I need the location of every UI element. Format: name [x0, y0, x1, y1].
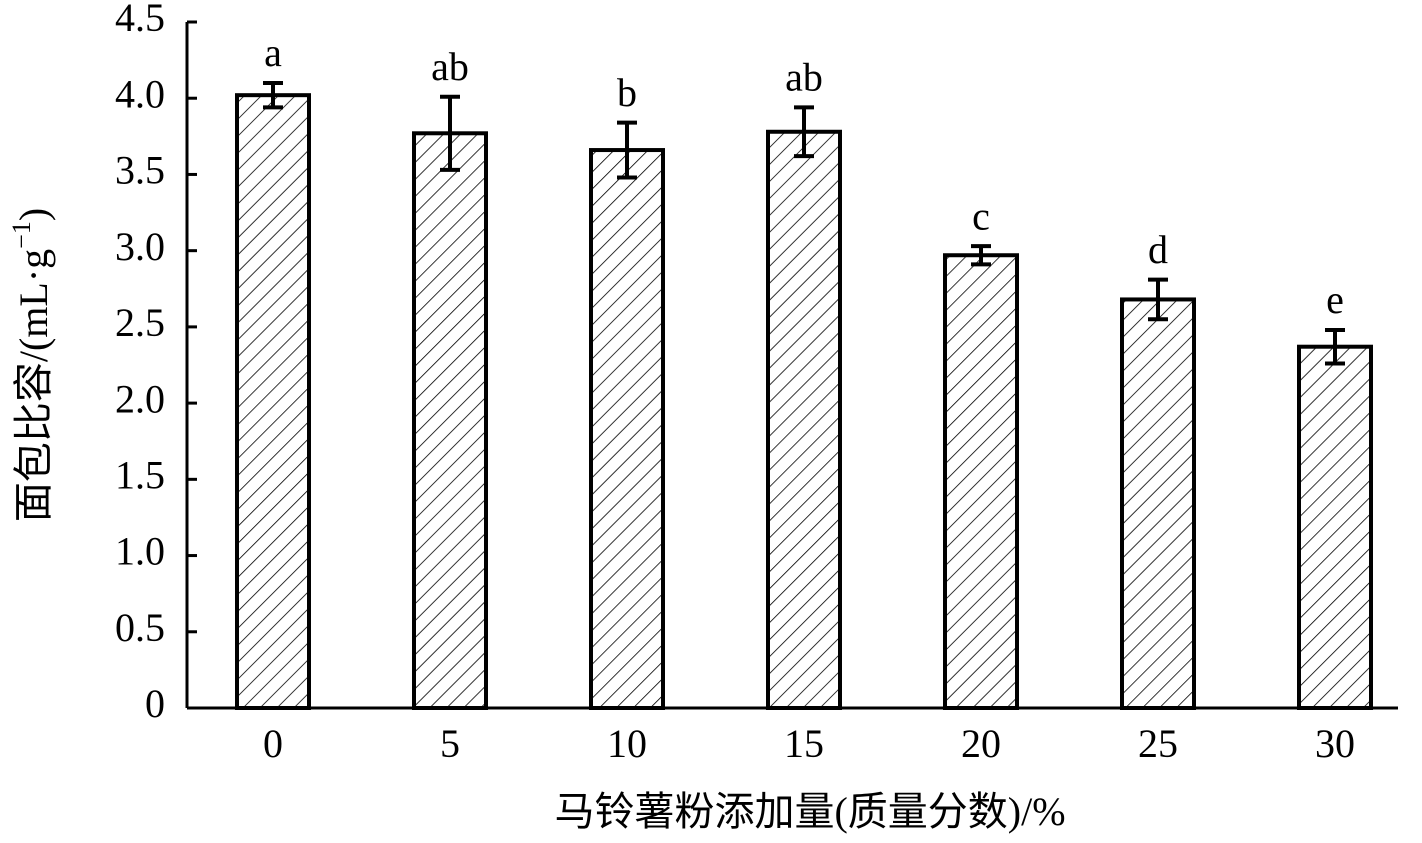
y-tick-label: 3.5	[115, 148, 165, 193]
bar	[766, 129, 842, 710]
y-tick-label: 0.5	[115, 605, 165, 650]
x-axis-label: 马铃薯粉添加量(质量分数)/%	[554, 789, 1065, 834]
bar	[412, 131, 488, 711]
y-tick-label: 3.0	[115, 224, 165, 269]
significance-label: ab	[785, 55, 823, 100]
bar	[1120, 297, 1196, 710]
x-tick-label: 10	[607, 721, 647, 766]
y-tick-label: 0	[145, 681, 165, 726]
bar	[1297, 344, 1373, 710]
bar	[589, 148, 665, 710]
y-axis-label-main: 面包比容/(mL·g	[11, 249, 56, 522]
bar	[235, 93, 311, 710]
significance-label: b	[617, 70, 637, 115]
significance-label: c	[972, 193, 990, 238]
x-tick-label: 20	[961, 721, 1001, 766]
significance-label: e	[1326, 277, 1344, 322]
y-tick-label: 1.5	[115, 453, 165, 498]
bar	[943, 253, 1019, 711]
y-axis-label-end: )	[11, 208, 56, 221]
x-tick-label: 5	[440, 721, 460, 766]
y-tick-label: 4.5	[115, 0, 165, 40]
significance-label: ab	[431, 44, 469, 89]
y-tick-label: 1.0	[115, 529, 165, 574]
y-tick-label: 4.0	[115, 71, 165, 116]
y-axis-label: 面包比容/(mL·g−1)	[7, 208, 56, 522]
y-tick-label: 2.5	[115, 300, 165, 345]
y-axis-label-sup: −1	[7, 221, 36, 249]
x-tick-label: 30	[1315, 721, 1355, 766]
x-tick-label: 0	[263, 721, 283, 766]
significance-label: d	[1148, 227, 1168, 272]
significance-label: a	[264, 30, 282, 75]
x-tick-label: 25	[1138, 721, 1178, 766]
y-tick-label: 2.0	[115, 376, 165, 421]
x-tick-label: 15	[784, 721, 824, 766]
